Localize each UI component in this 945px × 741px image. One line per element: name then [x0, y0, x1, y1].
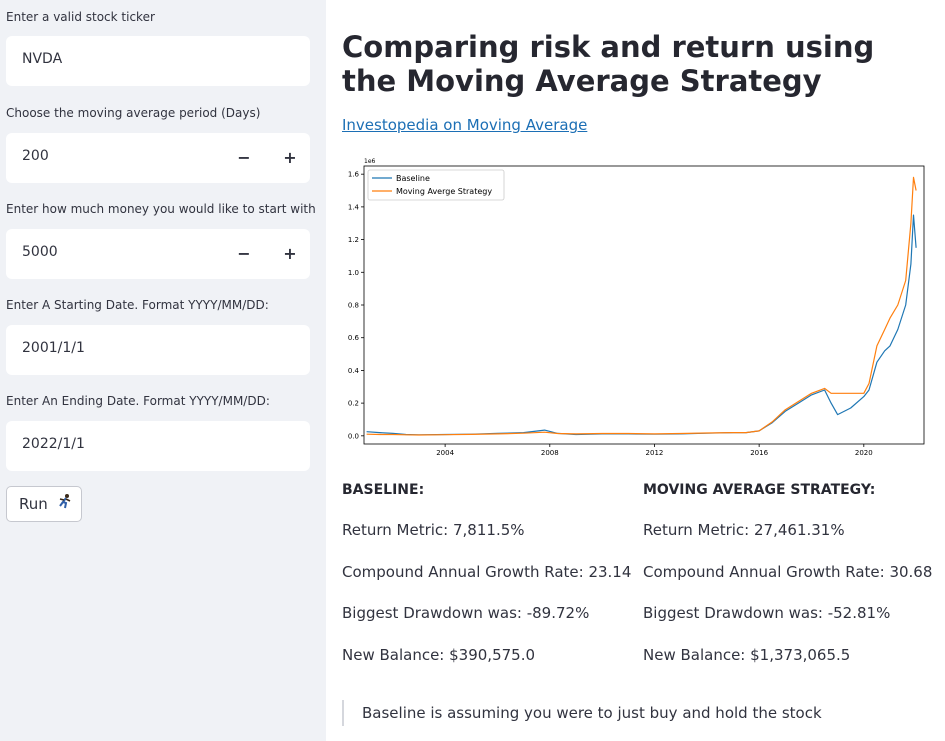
- ma-period-decrement-button[interactable]: −: [237, 148, 251, 167]
- money-value: 5000: [22, 244, 58, 260]
- start-date-value: 2001/1/1: [22, 340, 85, 356]
- ma-period-value: 200: [22, 148, 49, 164]
- ticker-input[interactable]: NVDA: [6, 36, 310, 86]
- ma-heading: MOVING AVERAGE STRATEGY:: [643, 482, 876, 498]
- run-button-label: Run: [19, 495, 48, 513]
- start-date-label: Enter A Starting Date. Format YYYY/MM/DD…: [6, 298, 269, 312]
- main-content: Comparing risk and return using the Movi…: [326, 0, 945, 741]
- baseline-cagr: Compound Annual Growth Rate: 23.14: [342, 563, 632, 581]
- y-tick-label: 0.8: [348, 302, 359, 310]
- legend-moving-average: Moving Averge Strategy: [396, 187, 492, 196]
- ma-period-input[interactable]: 200 − +: [6, 133, 310, 183]
- y-tick-label: 0.2: [348, 400, 359, 408]
- baseline-heading: BASELINE:: [342, 482, 425, 498]
- start-date-input[interactable]: 2001/1/1: [6, 325, 310, 375]
- run-button[interactable]: Run: [6, 486, 82, 522]
- runner-icon: [57, 488, 73, 522]
- sidebar: Enter a valid stock ticker NVDA Choose t…: [0, 0, 326, 741]
- chart-scale-label: 1e6: [364, 158, 376, 165]
- baseline-drawdown: Biggest Drawdown was: -89.72%: [342, 604, 590, 622]
- money-label: Enter how much money you would like to s…: [6, 202, 316, 216]
- money-input[interactable]: 5000 − +: [6, 229, 310, 279]
- baseline-note: Baseline is assuming you were to just bu…: [342, 700, 822, 726]
- end-date-value: 2022/1/1: [22, 436, 85, 452]
- investopedia-link[interactable]: Investopedia on Moving Average: [342, 116, 588, 134]
- y-tick-label: 1.4: [348, 203, 360, 211]
- x-tick-label: 2020: [855, 449, 873, 457]
- baseline-balance: New Balance: $390,575.0: [342, 646, 536, 664]
- x-tick-label: 2008: [541, 449, 559, 457]
- moving-average-series-line: [366, 176, 917, 436]
- y-tick-label: 0.6: [348, 334, 360, 342]
- legend-baseline: Baseline: [396, 174, 430, 183]
- y-tick-label: 1.0: [348, 269, 359, 277]
- ma-period-label: Choose the moving average period (Days): [6, 106, 261, 120]
- end-date-label: Enter An Ending Date. Format YYYY/MM/DD:: [6, 394, 270, 408]
- ma-cagr: Compound Annual Growth Rate: 30.68: [643, 563, 933, 581]
- y-tick-label: 1.2: [348, 236, 359, 244]
- ma-balance: New Balance: $1,373,065.5: [643, 646, 851, 664]
- money-increment-button[interactable]: +: [283, 244, 297, 263]
- ticker-value: NVDA: [22, 51, 63, 67]
- page-title: Comparing risk and return using the Movi…: [342, 30, 875, 98]
- end-date-input[interactable]: 2022/1/1: [6, 421, 310, 471]
- ma-drawdown: Biggest Drawdown was: -52.81%: [643, 604, 891, 622]
- x-tick-label: 2004: [436, 449, 454, 457]
- money-decrement-button[interactable]: −: [237, 244, 251, 263]
- baseline-return: Return Metric: 7,811.5%: [342, 521, 525, 539]
- ticker-label: Enter a valid stock ticker: [6, 10, 155, 24]
- y-tick-label: 0.0: [348, 432, 359, 440]
- y-tick-label: 1.6: [348, 171, 360, 179]
- x-tick-label: 2012: [646, 449, 664, 457]
- performance-chart: 1e6 0.0 0.2 0.4 0.6 0.8 1.0 1.2 1.4 1.6 2004 2008…: [342, 156, 928, 460]
- x-tick-label: 2016: [750, 449, 768, 457]
- chart-legend: Baseline Moving Averge Strategy: [367, 169, 505, 201]
- ma-period-increment-button[interactable]: +: [283, 148, 297, 167]
- ma-return: Return Metric: 27,461.31%: [643, 521, 845, 539]
- y-tick-label: 0.4: [348, 367, 360, 375]
